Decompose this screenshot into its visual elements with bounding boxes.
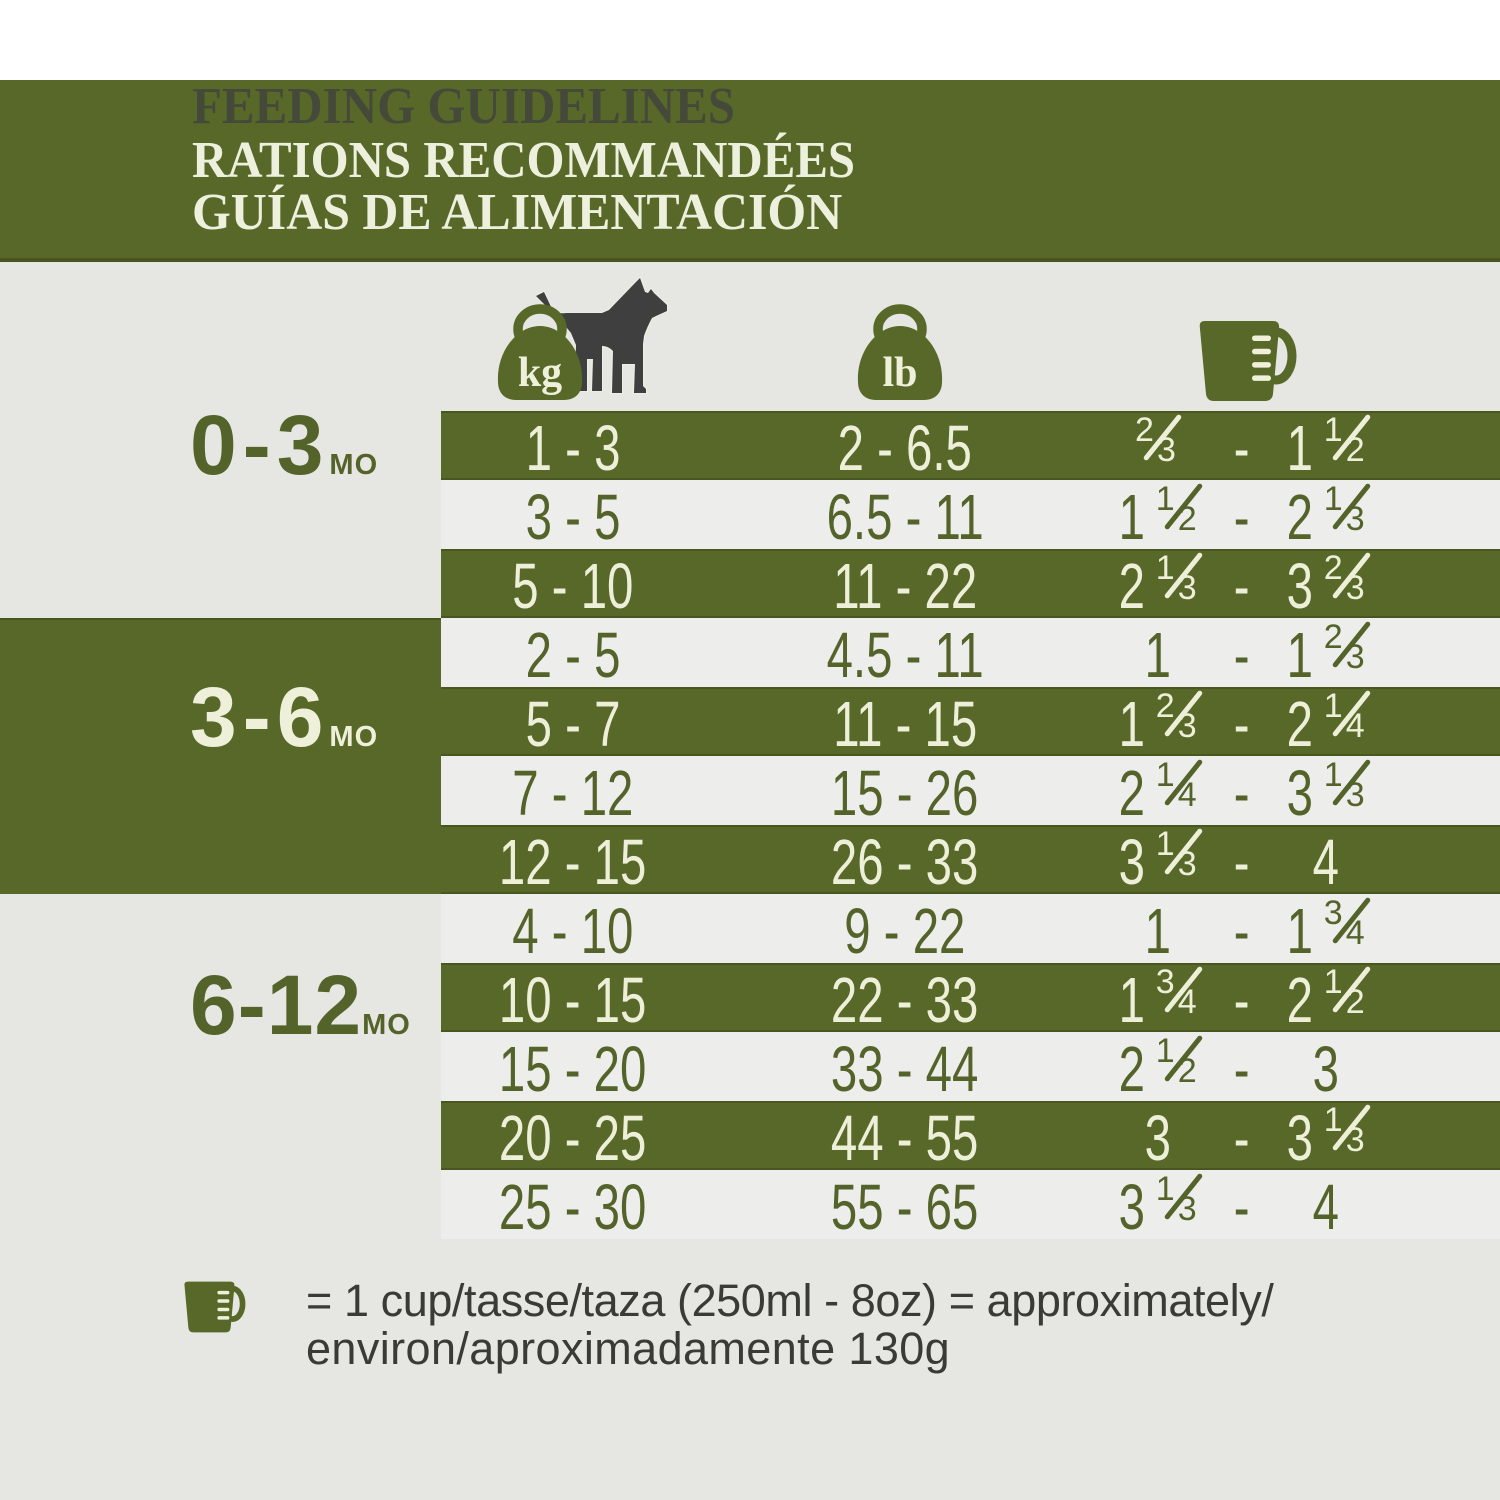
svg-text:kg: kg (518, 350, 562, 396)
svg-text:lb: lb (882, 350, 917, 396)
